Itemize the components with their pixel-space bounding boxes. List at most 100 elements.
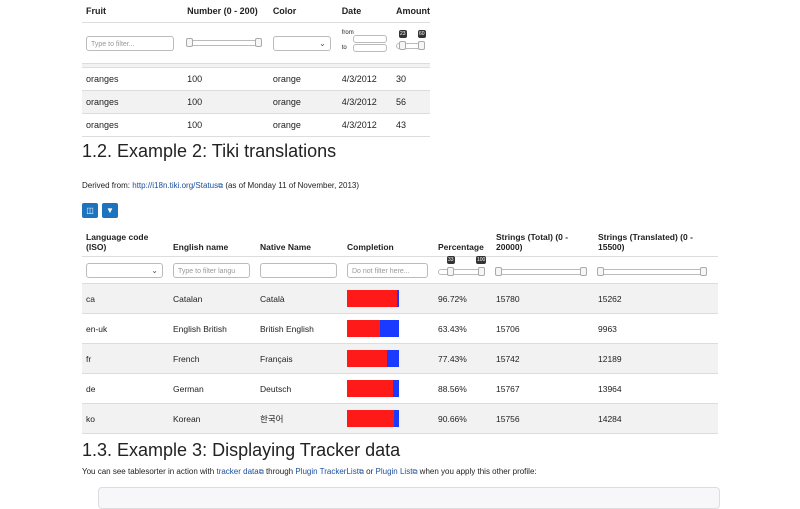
plugin-list-link[interactable]: Plugin List — [375, 467, 413, 476]
cell-percentage: 90.66% — [434, 403, 492, 434]
cell-native-name: British English — [256, 313, 343, 344]
filter-row: ⌄ Type to filter langu Do not filter her… — [82, 256, 718, 284]
cell-language-code: ko — [82, 403, 169, 434]
cell-strings-translated: 15262 — [594, 283, 718, 314]
slider-handle-max[interactable] — [580, 267, 587, 276]
cell-strings-total: 15780 — [492, 283, 594, 314]
completion-bar-remaining — [397, 290, 399, 307]
cell-native-name: Català — [256, 283, 343, 314]
column-header-language-code[interactable]: Language code (ISO) — [82, 222, 169, 257]
external-link-icon: ⧉ — [358, 469, 364, 476]
color-filter-select[interactable]: ⌄ — [272, 35, 331, 51]
cell-date: 4/3/2012 — [337, 113, 392, 137]
cell-strings-translated: 9963 — [594, 313, 718, 344]
table-row: de German Deutsch 88.56% 15767 13964 — [82, 373, 718, 404]
percentage-max-tooltip: 100 — [476, 256, 487, 264]
column-header-number[interactable]: Number (0 - 200) — [183, 0, 269, 23]
tracker-text-suffix: when you apply this other profile: — [419, 467, 537, 476]
slider-handle-max[interactable] — [700, 267, 707, 276]
strings-total-range-slider[interactable] — [495, 267, 587, 276]
filter-icon: ▼ — [106, 206, 114, 215]
column-header-native-name[interactable]: Native Name — [256, 222, 343, 257]
slider-handle-min[interactable] — [597, 267, 604, 276]
amount-min-tooltip: 23 — [399, 30, 407, 38]
cell-color: orange — [268, 67, 338, 91]
cell-language-code: en-uk — [82, 313, 169, 344]
completion-bar-complete — [347, 320, 380, 337]
cell-percentage: 63.43% — [434, 313, 492, 344]
completion-bar — [347, 290, 399, 307]
section-heading: 1.2. Example 2: Tiki translations — [82, 141, 337, 161]
slider-handle-min[interactable] — [186, 38, 194, 47]
cell-strings-total: 15767 — [492, 373, 594, 404]
date-to-input[interactable] — [352, 44, 387, 52]
language-code-filter-select[interactable]: ⌄ — [86, 262, 163, 278]
cell-completion — [343, 313, 434, 344]
filter-row: Type to filter... ⌄ from to 23 — [82, 22, 430, 64]
fruit-filter-input[interactable]: Type to filter... — [86, 35, 174, 51]
column-header-strings-total[interactable]: Strings (Total) (0 - 20000) — [492, 222, 594, 257]
translations-table: Language code (ISO) English name Native … — [82, 222, 718, 434]
completion-bar-remaining — [393, 380, 399, 397]
table-row: oranges 100 orange 4/3/2012 56 — [82, 90, 430, 114]
completion-bar — [347, 350, 399, 367]
completion-bar — [347, 380, 399, 397]
cell-fruit: oranges — [82, 67, 184, 91]
cell-strings-total: 15742 — [492, 343, 594, 374]
completion-bar — [347, 320, 399, 337]
cell-amount: 43 — [392, 113, 430, 137]
translations-table-header: Language code (ISO) English name Native … — [82, 222, 718, 257]
filter-toggle-button[interactable]: ▼ — [102, 203, 118, 218]
number-range-slider[interactable] — [186, 38, 263, 47]
separator-row — [82, 63, 430, 68]
cell-language-code: fr — [82, 343, 169, 374]
slider-handle-max[interactable]: 100 — [476, 256, 487, 276]
fruit-table: Fruit Number (0 - 200) Color Date Amount… — [82, 0, 430, 137]
plugin-trackerlist-link[interactable]: Plugin TrackerList — [295, 467, 359, 476]
cell-strings-translated: 12189 — [594, 343, 718, 374]
column-header-completion[interactable]: Completion — [343, 222, 434, 257]
derived-from-text: Derived from: http://i18n.tiki.org/Statu… — [82, 181, 359, 191]
cell-fruit: oranges — [82, 90, 184, 114]
slider-handle-max[interactable]: 60 — [418, 30, 426, 50]
amount-range-slider[interactable]: 23 60 — [396, 30, 426, 50]
slider-handle-min[interactable] — [495, 267, 502, 276]
tracker-text-mid2: or — [366, 467, 374, 476]
completion-filter-input[interactable]: Do not filter here... — [347, 262, 428, 278]
cell-date: 4/3/2012 — [337, 67, 392, 91]
cell-native-name: Deutsch — [256, 373, 343, 404]
cell-number: 100 — [183, 113, 269, 137]
cell-english-name: English British — [169, 313, 256, 344]
cell-english-name: French — [169, 343, 256, 374]
column-header-fruit[interactable]: Fruit — [82, 0, 184, 23]
cell-date: 4/3/2012 — [337, 90, 392, 114]
strings-translated-range-slider[interactable] — [597, 267, 707, 276]
tracker-data-link[interactable]: tracker data — [216, 467, 259, 476]
column-header-color[interactable]: Color — [268, 0, 338, 23]
fruit-table-header: Fruit Number (0 - 200) Color Date Amount — [82, 0, 430, 23]
native-name-filter-input[interactable] — [260, 262, 337, 278]
derived-link[interactable]: http://i18n.tiki.org/Status — [132, 181, 219, 190]
tracker-text-mid1: through — [265, 467, 294, 476]
cell-language-code: de — [82, 373, 169, 404]
slider-handle-min[interactable]: 33 — [447, 256, 455, 276]
column-header-amount[interactable]: Amount — [392, 0, 430, 23]
table-row: oranges 100 orange 4/3/2012 43 — [82, 113, 430, 137]
cell-color: orange — [268, 113, 338, 137]
column-header-date[interactable]: Date — [337, 0, 392, 23]
cell-strings-translated: 14284 — [594, 403, 718, 434]
cell-amount: 56 — [392, 90, 430, 114]
slider-handle-min[interactable]: 23 — [399, 30, 407, 50]
percentage-range-slider[interactable]: 33 100 — [438, 256, 487, 276]
slider-handle-max[interactable] — [255, 38, 263, 47]
date-from-input[interactable] — [352, 35, 387, 43]
english-name-filter-input[interactable]: Type to filter langu — [173, 262, 250, 278]
completion-bar-remaining — [387, 350, 399, 367]
code-block — [98, 487, 720, 509]
column-selector-button[interactable]: ◫ — [82, 203, 98, 218]
column-header-english-name[interactable]: English name — [169, 222, 256, 257]
column-header-percentage[interactable]: Percentage — [434, 222, 492, 257]
cell-color: orange — [268, 90, 338, 114]
column-header-strings-translated[interactable]: Strings (Translated) (0 - 15500) — [594, 222, 718, 257]
cell-english-name: Catalan — [169, 283, 256, 314]
